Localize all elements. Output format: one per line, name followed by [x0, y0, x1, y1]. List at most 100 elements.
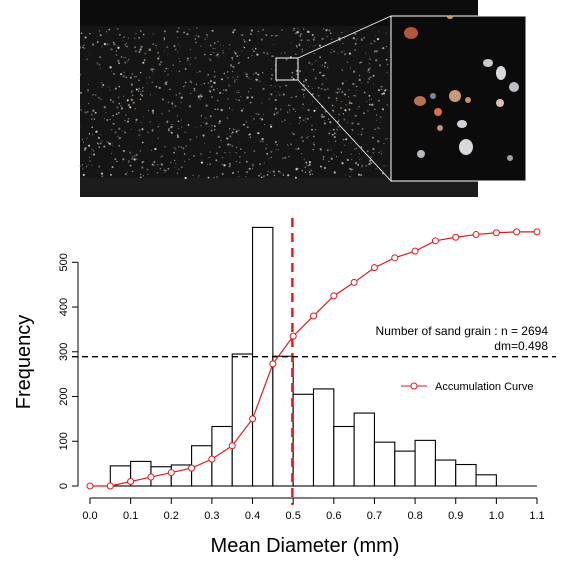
sand-speckle: [216, 152, 218, 155]
sand-speckle: [205, 122, 208, 125]
sand-speckle: [222, 51, 224, 54]
sand-speckle: [355, 38, 358, 41]
sand-speckle: [143, 160, 145, 162]
sand-speckle: [324, 110, 327, 113]
sand-speckle: [190, 81, 193, 84]
sand-speckle: [154, 147, 157, 151]
sand-speckle: [116, 44, 118, 46]
sand-speckle: [359, 159, 361, 161]
sand-speckle: [299, 120, 301, 122]
sand-speckle: [227, 143, 230, 146]
sand-speckle: [83, 47, 86, 50]
sand-speckle: [366, 100, 368, 102]
sand-speckle: [317, 95, 320, 97]
sand-speckle: [373, 108, 376, 111]
sand-speckle: [209, 163, 211, 165]
histogram-bar: [414, 439, 436, 487]
sand-speckle: [331, 133, 334, 136]
sand-speckle: [99, 67, 102, 70]
sand-speckle: [170, 125, 173, 129]
sand-speckle: [125, 76, 128, 79]
sand-speckle: [305, 81, 307, 84]
sand-speckle: [116, 106, 119, 109]
sand-speckle: [79, 45, 81, 47]
sand-speckle: [184, 176, 187, 180]
sand-speckle: [257, 30, 260, 32]
sand-speckle: [325, 78, 327, 80]
sand-speckle: [140, 122, 142, 124]
sand-speckle: [343, 50, 345, 52]
sand-speckle: [114, 44, 116, 46]
sand-speckle: [311, 173, 314, 175]
sand-speckle: [123, 131, 127, 134]
sand-speckle: [295, 44, 298, 47]
sand-speckle: [235, 98, 237, 100]
sand-speckle: [164, 70, 166, 72]
sand-speckle: [158, 86, 161, 90]
sand-speckle: [163, 39, 165, 41]
sand-speckle: [385, 45, 388, 48]
sand-speckle: [354, 94, 357, 98]
zoom-region-box: [275, 57, 299, 81]
sand-speckle: [207, 163, 209, 165]
sand-speckle: [255, 78, 258, 81]
sand-speckle: [341, 162, 344, 165]
sand-speckle: [382, 89, 384, 91]
sand-speckle: [217, 40, 220, 43]
sand-speckle: [238, 91, 240, 94]
sand-speckle: [331, 104, 334, 107]
sand-speckle: [246, 75, 249, 78]
sand-speckle: [382, 92, 386, 95]
sand-speckle: [367, 162, 369, 164]
sand-speckle: [180, 107, 181, 109]
sand-speckle: [274, 141, 277, 144]
sand-speckle: [120, 73, 123, 76]
sand-speckle: [385, 32, 387, 34]
sand-speckle: [81, 138, 84, 141]
sand-speckle: [151, 109, 155, 112]
accumulation-point: [86, 482, 94, 490]
sand-speckle: [88, 144, 91, 147]
sand-speckle: [167, 129, 170, 132]
sand-speckle: [99, 34, 102, 37]
sand-speckle: [281, 29, 283, 31]
sand-speckle: [340, 151, 343, 153]
sand-speckle: [79, 126, 81, 128]
sand-speckle: [131, 72, 134, 76]
sand-speckle: [350, 168, 353, 171]
sand-speckle: [79, 91, 83, 94]
sand-speckle: [200, 161, 204, 164]
sand-speckle: [151, 130, 154, 132]
sand-speckle: [139, 30, 142, 32]
sand-speckle: [345, 174, 347, 176]
sand-speckle: [159, 168, 161, 170]
sand-speckle: [368, 103, 371, 106]
sand-speckle: [271, 34, 273, 37]
sand-speckle: [377, 140, 380, 143]
sand-speckle: [152, 164, 155, 166]
sand-speckle: [83, 148, 87, 151]
sand-speckle: [164, 171, 166, 173]
sand-speckle: [105, 112, 107, 114]
sand-speckle: [328, 29, 331, 32]
sand-speckle: [308, 163, 311, 166]
sand-speckle: [369, 58, 371, 60]
sand-speckle: [113, 123, 115, 125]
sand-speckle: [351, 128, 354, 131]
sand-speckle: [193, 89, 196, 92]
sand-speckle: [239, 161, 241, 164]
sand-speckle: [198, 175, 200, 177]
sand-speckle: [380, 88, 382, 91]
sand-speckle: [274, 98, 277, 102]
sand-speckle: [304, 171, 307, 173]
sand-speckle: [275, 112, 278, 115]
sand-speckle: [138, 87, 141, 90]
sand-speckle: [297, 167, 300, 170]
sand-speckle: [214, 47, 216, 49]
sand-speckle: [126, 45, 129, 48]
sand-speckle: [238, 141, 240, 143]
sand-photo: [79, 0, 527, 197]
sand-speckle: [217, 135, 220, 138]
sand-speckle: [218, 146, 221, 149]
sand-speckle: [238, 99, 241, 102]
